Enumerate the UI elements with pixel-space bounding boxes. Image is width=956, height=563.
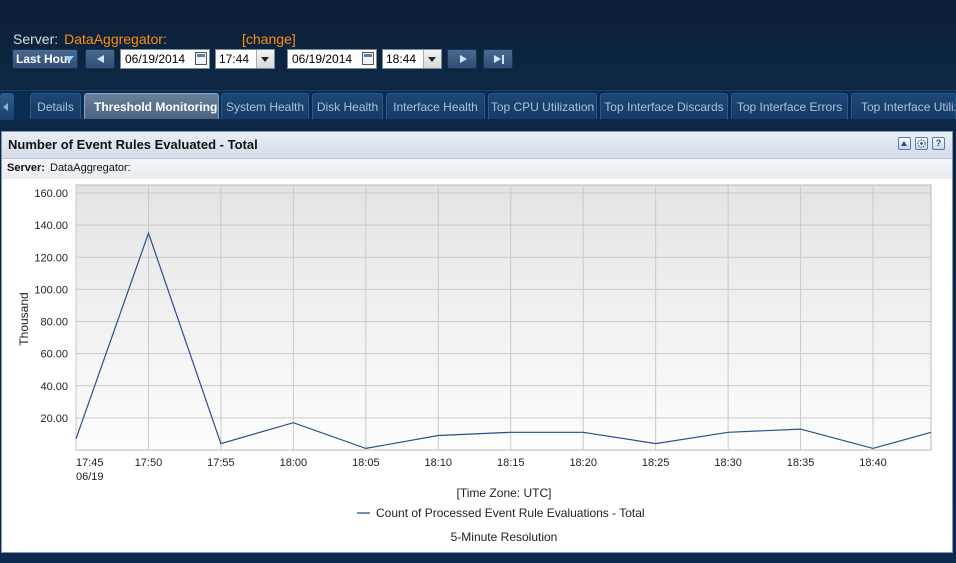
x-tick-label: 17:50 (135, 457, 163, 469)
panel-header: Number of Event Rules Evaluated - Total … (2, 132, 952, 159)
calendar-icon[interactable] (195, 52, 207, 65)
arrow-left-icon (97, 55, 104, 63)
y-tick-label: 160.00 (34, 188, 68, 200)
tab-details[interactable]: Details (30, 93, 81, 119)
calendar-icon[interactable] (362, 52, 374, 65)
time-range-label: Last Hour (16, 52, 73, 66)
end-date-input[interactable]: 06/19/2014 (287, 49, 377, 69)
time-range-dropdown[interactable]: Last Hour (12, 49, 78, 69)
panel-title: Number of Event Rules Evaluated - Total (8, 137, 258, 152)
y-tick-label: 60.00 (40, 349, 68, 361)
next-period-button[interactable] (447, 49, 477, 69)
server-name: DataAggregator: (50, 162, 131, 174)
collapse-icon (901, 141, 907, 146)
grid-lines (75, 185, 931, 450)
start-date-input[interactable]: 06/19/2014 (120, 49, 210, 69)
y-tick-label: 140.00 (34, 220, 68, 232)
server-label: Server: (13, 31, 59, 47)
panel-server-info: Server: DataAggregator: (2, 159, 952, 179)
previous-period-button[interactable] (85, 49, 115, 69)
tab-top-interface-discards[interactable]: Top Interface Discards (600, 93, 728, 119)
collapse-button[interactable] (898, 137, 911, 150)
x-tick-label: 18:10 (425, 457, 453, 469)
settings-button[interactable] (915, 137, 928, 150)
resolution-note: 5-Minute Resolution (451, 530, 558, 544)
end-time-value: 18:44 (386, 52, 417, 66)
series-layer (75, 231, 932, 450)
start-time-select[interactable]: 17:44 (215, 49, 275, 69)
y-tick-label: 100.00 (34, 284, 68, 296)
chevron-down-icon (256, 50, 274, 68)
x-tick-label: 18:05 (352, 457, 380, 469)
gear-icon (917, 139, 926, 148)
start-date-value: 06/19/2014 (125, 52, 186, 66)
tab-top-cpu-utilization[interactable]: Top CPU Utilization (488, 93, 597, 119)
y-axis: 20.00 40.00 60.00 80.00 100.00 120.00 140.00 16… (34, 188, 68, 425)
tab-top-interface-errors[interactable]: Top Interface Errors (731, 93, 848, 119)
server-label: Server: (7, 162, 45, 174)
chart-panel: Number of Event Rules Evaluated - Total … (1, 131, 953, 553)
x-date-label: 06/19 (76, 471, 104, 483)
x-tick-label: 18:40 (859, 457, 887, 469)
tab-top-interface-utilization[interactable]: Top Interface Utiliza (851, 93, 956, 119)
line-chart: 20.00 40.00 60.00 80.00 100.00 120.00 140.00 16… (17, 184, 932, 544)
x-tick-label: 18:30 (714, 457, 742, 469)
skip-to-end-icon (494, 55, 501, 63)
help-button[interactable]: ? (932, 137, 945, 150)
top-toolbar: Server: DataAggregator: [change] Last Hou… (0, 0, 956, 82)
help-icon: ? (935, 138, 942, 148)
x-tick-label: 18:25 (642, 457, 670, 469)
chevron-down-icon (423, 50, 441, 68)
tab-label: Threshold Monitoring (94, 100, 218, 114)
chevron-down-icon (64, 56, 74, 62)
server-name: DataAggregator: (64, 31, 167, 47)
end-date-value: 06/19/2014 (292, 52, 353, 66)
tab-threshold-monitoring[interactable]: Threshold Monitoring (84, 93, 219, 119)
y-axis-label: Thousand (17, 292, 31, 345)
end-time-select[interactable]: 18:44 (382, 49, 442, 69)
plot-area (75, 184, 932, 451)
x-tick-label: 17:45 (76, 457, 104, 469)
tab-bar: Details Threshold Monitoring System Heal… (0, 90, 956, 121)
scroll-tabs-left-button[interactable] (0, 93, 14, 120)
legend-entry: Count of Processed Event Rule Evaluation… (376, 506, 645, 520)
tab-interface-health[interactable]: Interface Health (386, 93, 485, 119)
y-tick-label: 80.00 (40, 317, 68, 329)
x-tick-label: 17:55 (207, 457, 235, 469)
y-tick-label: 40.00 (40, 381, 68, 393)
tab-system-health[interactable]: System Health (221, 93, 309, 119)
x-tick-label: 18:00 (280, 457, 308, 469)
server-selector: Server: DataAggregator: [change] (13, 31, 296, 47)
x-tick-label: 18:35 (787, 457, 815, 469)
x-axis-label: [Time Zone: UTC] (457, 486, 552, 500)
start-time-value: 17:44 (219, 52, 250, 66)
arrow-right-icon (460, 55, 467, 63)
tab-disk-health[interactable]: Disk Health (312, 93, 383, 119)
x-tick-label: 18:15 (497, 457, 525, 469)
y-tick-label: 20.00 (40, 413, 68, 425)
x-tick-label: 18:20 (569, 457, 597, 469)
series-line (75, 231, 932, 450)
y-tick-label: 120.00 (34, 252, 68, 264)
latest-period-button[interactable] (483, 49, 513, 69)
x-axis: 17:45 17:50 17:55 18:00 18:05 18:10 18:15 18:20… (76, 457, 887, 483)
change-server-link[interactable]: [change] (242, 31, 296, 47)
